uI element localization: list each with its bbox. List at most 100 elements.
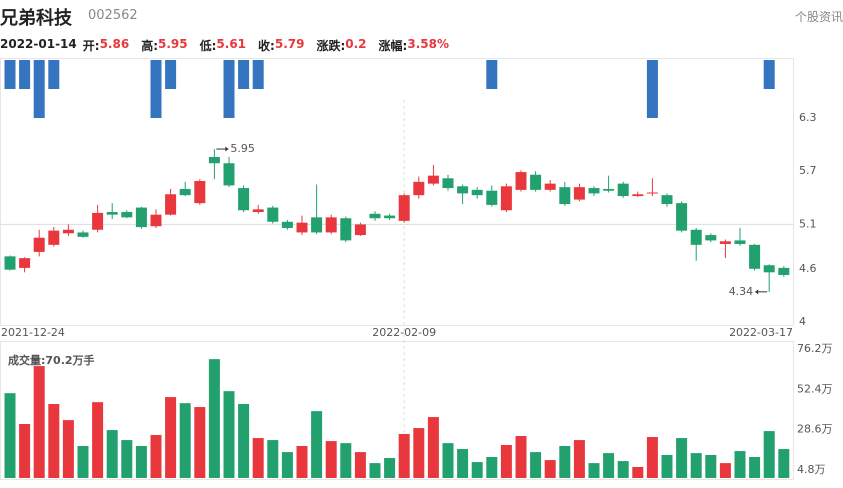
volume-bar [661,454,673,478]
volume-bar [267,440,279,478]
candle-body [62,229,74,234]
signal-bar [223,60,235,118]
signal-bar [150,60,162,118]
quote-label: 高: [141,39,158,53]
quote-bar: 2022-01-14 开: 5.86 高: 5.95 低: 5.61 收: 5.79 涨跌: 0.… [0,37,461,54]
volume-bar [208,359,220,478]
panel-border [0,341,794,480]
candle-body [763,265,775,273]
signal-bar [238,60,250,89]
volume-bar [354,452,366,478]
volume-bar [457,449,469,478]
volume-bar [106,430,118,478]
candle-body [311,217,323,233]
volume-bar [369,463,381,478]
volume-bar [398,433,410,478]
volume-bar [617,461,629,478]
candle-body [544,183,556,190]
candle-body [48,230,60,245]
candle-body [165,194,177,215]
candle-body [384,215,396,219]
volume-bar [325,441,337,478]
candle-body [690,229,702,245]
candle-body [194,180,206,204]
quote-label: 涨幅: [378,39,408,53]
volume-bar [19,423,31,478]
candle-body [223,163,235,186]
y-tick-label: 6.3 [799,111,817,124]
quote-label: 收: [258,39,275,53]
arrow-head [755,289,759,295]
candle-body [150,214,162,227]
y-tick-label: 76.2万 [797,342,833,355]
volume-bar [121,440,133,478]
y-tick-label: 4.6 [799,262,817,275]
candle-body [427,175,439,184]
signal-bar [486,60,498,89]
stock-code: 002562 [88,8,138,23]
quote-label: 涨跌: [316,39,346,53]
volume-bar [427,417,439,478]
quote-label: 开: [82,39,100,53]
volume-bar [705,454,717,478]
x-tick-label: 2021-12-24 [1,326,65,339]
volume-label: 成交量: [8,353,45,367]
signal-bar [19,60,31,89]
candle-body [340,218,352,241]
volume-bar [340,443,352,478]
y-tick-label: 4.8万 [797,463,826,476]
volume-bar [150,435,162,478]
signal-bar [33,60,45,118]
header: 兄弟科技 002562 个股资讯 [0,2,843,30]
candle-body [121,212,133,218]
volume-bar [676,438,688,478]
candle-body [530,174,542,190]
low-label: 4.34 [729,285,754,298]
candle-body [457,186,469,194]
volume-bar [33,366,45,478]
info-link[interactable]: 个股资讯 [794,10,843,24]
stock-name: 兄弟科技 [0,8,72,29]
quote-value: 0.2 [345,37,367,51]
candle-body [413,181,425,196]
candle-body [646,192,658,194]
volume-bar [734,451,746,478]
candle-body [106,212,118,215]
high-label: 5.95 [230,142,255,155]
quote-value: 5.95 [158,37,188,51]
x-tick-label: 2022-02-09 [372,326,436,339]
volume-bar [588,463,600,478]
candle-body [588,188,600,194]
candle-body [296,222,308,233]
candle-body [33,237,45,252]
candle-body [4,256,16,270]
volume-bar [48,404,60,478]
quote-value: 5.61 [216,37,247,51]
quote-value: 5.79 [274,37,305,51]
candle-body [135,207,147,228]
volume-bar [77,446,89,478]
candle-body [719,241,731,244]
candle-body [179,188,191,196]
volume-bar [165,397,177,478]
candle-body [486,190,498,205]
volume-bar [500,444,512,478]
signal-bar [763,60,775,89]
candle-body [734,240,746,244]
candle-body [442,178,454,189]
signal-bar [165,60,177,89]
volume-bar [92,402,104,478]
panel-border [0,58,794,326]
candle-body [661,195,673,205]
signal-bar [252,60,264,89]
volume-bar [559,446,571,478]
volume-bar [515,436,527,478]
candle-body [252,209,264,213]
quote-value: 3.58% [407,37,449,51]
candle-body [281,221,293,228]
volume-title: 成交量:70.2万手 [8,353,95,367]
candle-body [749,244,761,269]
volume-bar [719,463,731,478]
